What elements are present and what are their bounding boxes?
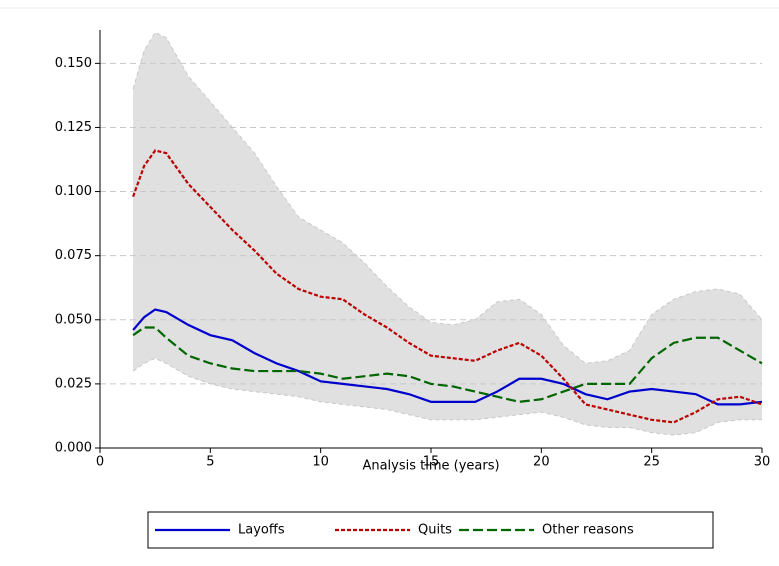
x-axis-label: Analysis time (years) xyxy=(362,459,499,474)
series-line xyxy=(132,149,763,424)
y-tick-label: 0.150 xyxy=(55,56,92,71)
y-tick-label: 0.125 xyxy=(55,120,92,135)
x-tick-label: 15 xyxy=(423,455,440,470)
legend-box xyxy=(147,511,714,549)
x-tick-label: 5 xyxy=(206,455,214,470)
y-tick-label: 0.000 xyxy=(55,441,92,456)
band-upper xyxy=(132,31,763,364)
band-area xyxy=(133,32,763,436)
series-line xyxy=(132,326,763,403)
x-tick-label: 10 xyxy=(312,455,329,470)
x-tick-label: 20 xyxy=(533,455,550,470)
y-tick-label: 0.025 xyxy=(55,376,92,391)
x-tick-label: 30 xyxy=(754,455,771,470)
legend-label: Quits xyxy=(418,523,452,538)
x-tick-label: 25 xyxy=(643,455,660,470)
y-tick-label: 0.100 xyxy=(55,184,92,199)
series-line xyxy=(132,308,763,406)
x-tick-label: 0 xyxy=(96,455,104,470)
y-tick-label: 0.050 xyxy=(55,312,92,327)
legend-label: Other reasons xyxy=(542,523,634,538)
legend-label: Layoffs xyxy=(238,523,285,538)
y-tick-label: 0.075 xyxy=(55,248,92,263)
